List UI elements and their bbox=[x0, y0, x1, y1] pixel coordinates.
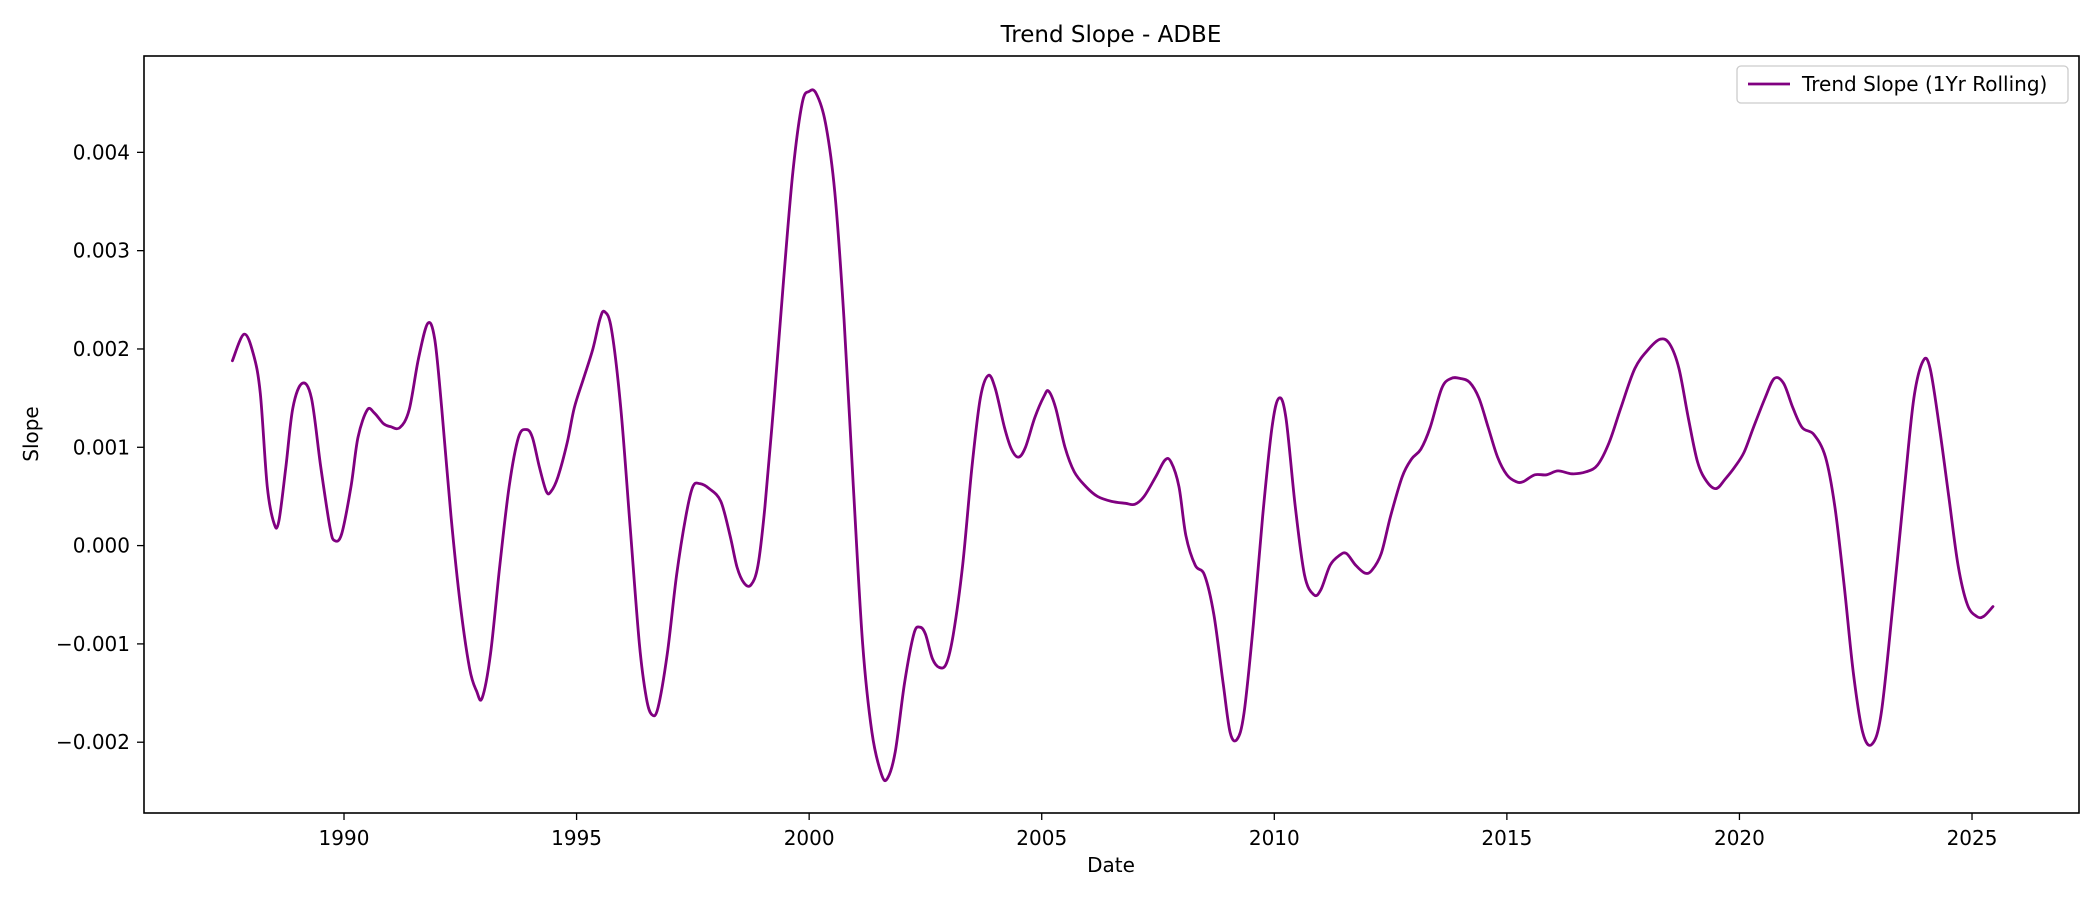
x-axis: 1990 1995 2000 2005 2010 2015 2020 2025 bbox=[319, 813, 1998, 850]
y-tick-label: 0.001 bbox=[73, 435, 130, 459]
y-tick-label: −0.002 bbox=[56, 730, 130, 754]
y-axis-label: Slope bbox=[19, 406, 43, 462]
x-tick-label: 2010 bbox=[1249, 826, 1300, 850]
x-tick-label: 2000 bbox=[784, 826, 835, 850]
x-tick-label: 2005 bbox=[1016, 826, 1067, 850]
y-tick-label: 0.003 bbox=[73, 239, 130, 263]
y-axis: −0.002 −0.001 0.000 0.001 0.002 0.003 0.004 bbox=[56, 140, 144, 754]
x-tick-label: 2025 bbox=[1947, 826, 1998, 850]
y-tick-label: 0.002 bbox=[73, 337, 130, 361]
plot-frame bbox=[143, 55, 2080, 814]
y-tick-label: 0.004 bbox=[73, 140, 130, 164]
legend: Trend Slope (1Yr Rolling) bbox=[1736, 65, 2069, 104]
y-tick-label: 0.000 bbox=[73, 534, 130, 558]
x-axis-label: Date bbox=[1087, 853, 1135, 877]
plot-area bbox=[230, 88, 1995, 783]
x-tick-label: 2015 bbox=[1481, 826, 1532, 850]
legend-label: Trend Slope (1Yr Rolling) bbox=[1801, 72, 2047, 96]
x-tick-label: 2020 bbox=[1714, 826, 1765, 850]
legend-box bbox=[1736, 65, 2069, 104]
x-tick-label: 1995 bbox=[551, 826, 602, 850]
y-tick-label: −0.001 bbox=[56, 632, 130, 656]
chart-title: Trend Slope - ADBE bbox=[1000, 22, 1222, 48]
x-tick-label: 1990 bbox=[319, 826, 370, 850]
series-line-trend-slope bbox=[230, 88, 1995, 783]
